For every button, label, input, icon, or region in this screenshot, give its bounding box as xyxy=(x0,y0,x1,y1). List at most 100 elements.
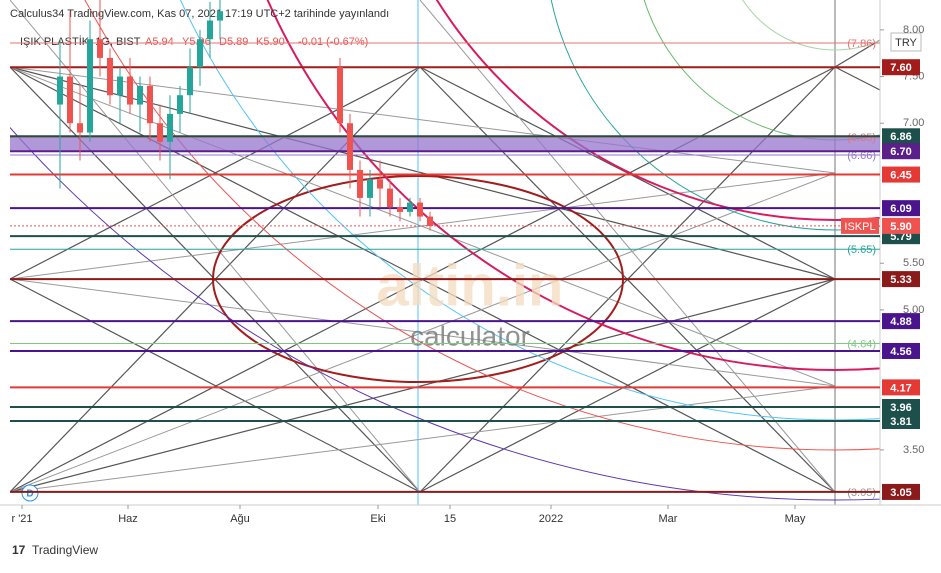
x-tick-label: 2022 xyxy=(539,513,563,525)
level-label-box xyxy=(882,200,920,217)
candle-body xyxy=(177,95,183,114)
level-label-box xyxy=(882,483,920,500)
candle-body xyxy=(347,123,353,170)
candle-body xyxy=(147,85,153,124)
footer-text: TradingView xyxy=(32,543,98,557)
arc xyxy=(180,0,880,421)
ohlc-value: Y5.96 xyxy=(182,36,211,48)
level-label-box xyxy=(882,128,920,145)
candle-body xyxy=(157,123,163,142)
candle-body xyxy=(57,76,63,105)
note-label: (7.86) xyxy=(847,38,876,50)
y-tick-label: 5.00 xyxy=(903,304,924,316)
last-price-label: 5.90 xyxy=(890,221,911,233)
level-label: 6.45 xyxy=(890,169,911,181)
dividend-marker-label: D xyxy=(26,489,33,500)
arc xyxy=(435,0,880,221)
candle-body xyxy=(417,202,423,217)
level-label-box xyxy=(882,379,920,396)
arc xyxy=(742,0,880,51)
level-label-box xyxy=(882,398,920,415)
level-label: 4.17 xyxy=(890,382,911,394)
candle-body xyxy=(337,67,343,124)
last-price-name: ISKPL xyxy=(844,221,875,233)
ohlc-value: D5.89 xyxy=(219,36,248,48)
candle-body xyxy=(387,188,393,208)
level-label: 5.79 xyxy=(890,231,911,243)
band xyxy=(10,136,880,152)
note-label: (6.66) xyxy=(847,150,876,162)
candle-body xyxy=(217,11,223,21)
level-label: 3.81 xyxy=(890,416,911,428)
candle-body xyxy=(397,207,403,212)
x-tick-label: Haz xyxy=(118,513,138,525)
candle-body xyxy=(207,20,213,40)
symbol: IŞIK PLASTİK, 1G, BIST xyxy=(20,35,141,48)
candle-body xyxy=(407,202,413,212)
published: Calculus34 TradingView.com, Kas 07, 2021… xyxy=(10,8,389,20)
candle-body xyxy=(107,57,113,96)
x-tick-label: May xyxy=(785,513,806,525)
level-label: 7.60 xyxy=(890,62,911,74)
note-label: (4.64) xyxy=(847,338,876,350)
level-label: 3.05 xyxy=(890,487,911,499)
x-tick-label: Mar xyxy=(659,513,678,525)
level-label-box xyxy=(882,313,920,330)
level-label: 6.86 xyxy=(890,131,911,143)
level-label: 4.88 xyxy=(890,316,911,328)
candles xyxy=(57,0,433,231)
x-tick-label: 15 xyxy=(444,513,456,525)
currency: TRY xyxy=(895,37,917,49)
ohlc: A5.94 Y5.96 D5.89 K5.90 -0.01 (-0.67%) xyxy=(145,36,368,48)
ohlc-change: -0.01 (-0.67%) xyxy=(298,36,368,48)
level-label: 6.70 xyxy=(890,146,911,158)
candle-body xyxy=(357,169,363,198)
arc xyxy=(10,126,880,501)
level-label-box xyxy=(882,412,920,429)
footer: 17 TradingView xyxy=(12,543,98,557)
candle-body xyxy=(117,76,123,96)
level-label: 3.96 xyxy=(890,402,911,414)
currency-box xyxy=(890,32,922,52)
watermark-brand: altin.in xyxy=(377,253,564,318)
ohlc-value: K5.90 xyxy=(256,36,285,48)
candle-body xyxy=(97,39,103,58)
note-label: (6.85) xyxy=(847,132,876,144)
arc xyxy=(550,0,880,231)
x-tick-label: r '21 xyxy=(11,513,32,525)
candle-body xyxy=(77,123,83,133)
y-tick-label: 7.00 xyxy=(903,117,924,129)
level-label: 5.33 xyxy=(890,274,911,286)
y-tick-label: 5.50 xyxy=(903,257,924,269)
level-label-box xyxy=(882,166,920,183)
candle-body xyxy=(427,216,433,226)
x-tick-label: Ağu xyxy=(230,513,250,525)
x-tick-label: Eki xyxy=(370,513,385,525)
arc xyxy=(266,0,880,371)
level-label-box xyxy=(882,143,920,160)
candle-body xyxy=(197,39,203,68)
level-label-box xyxy=(882,59,920,76)
logo: 17 xyxy=(12,543,26,557)
fan-lines xyxy=(10,0,836,493)
arc xyxy=(84,0,880,451)
level-label-box xyxy=(882,342,920,359)
y-tick-label: 8.00 xyxy=(903,24,924,36)
candle-body xyxy=(377,179,383,189)
dividend-marker xyxy=(21,484,39,502)
level-label: 4.56 xyxy=(890,346,911,358)
candle-body xyxy=(137,85,143,105)
candle-body xyxy=(127,76,133,105)
note-label: (5.65) xyxy=(847,244,876,256)
candle-body xyxy=(187,67,193,96)
candle-body xyxy=(87,39,93,133)
level-label-box xyxy=(882,271,920,288)
ohlc-value: A5.94 xyxy=(145,36,174,48)
candle-body xyxy=(167,113,173,142)
candle-body xyxy=(67,76,73,124)
level-label: 6.09 xyxy=(890,203,911,215)
y-tick-label: 3.50 xyxy=(903,444,924,456)
last-price-name-box xyxy=(841,217,879,234)
last-price-box xyxy=(882,217,920,234)
